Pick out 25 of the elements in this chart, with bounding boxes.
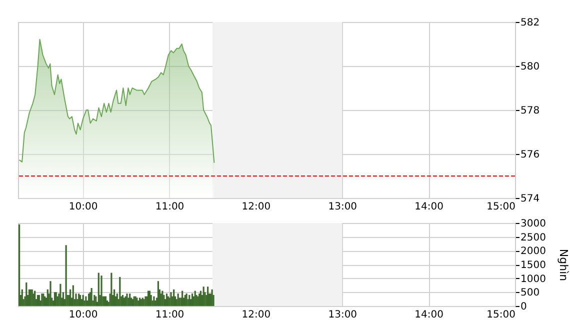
x-tick-label: 10:00 — [68, 202, 98, 212]
x-tick-label: 13:00 — [328, 202, 358, 212]
y-tick-label: 574 — [520, 194, 540, 204]
x-tick-label: 13:00 — [328, 310, 358, 320]
y-tick-label: 1500 — [520, 260, 546, 271]
y-tick-label: 582 — [520, 18, 540, 28]
x-tick-label: 14:00 — [414, 202, 444, 212]
y-tick-label: 576 — [520, 150, 540, 160]
x-tick-label: 12:00 — [242, 310, 271, 320]
x-tick-label: 14:00 — [414, 310, 444, 320]
y-tick-label: 1000 — [520, 274, 546, 285]
x-tick-label: 15:00 — [486, 202, 516, 212]
x-tick-label: 10:00 — [68, 310, 98, 320]
y-tick-label: 2500 — [520, 232, 546, 244]
y-tick-label: 578 — [520, 106, 540, 116]
y-tick-label: 0 — [520, 302, 527, 312]
x-tick-label: 11:00 — [155, 202, 184, 212]
x-tick-label: 15:00 — [486, 310, 516, 320]
y-axis-title: Nghìn — [556, 248, 570, 282]
y-tick-label: 2000 — [520, 246, 546, 258]
y-tick-label: 580 — [520, 62, 540, 72]
x-tick-label: 11:00 — [155, 310, 184, 320]
y-tick-label: 3000 — [520, 218, 546, 230]
y-tick-label: 500 — [520, 288, 540, 299]
x-tick-label: 12:00 — [242, 202, 271, 212]
